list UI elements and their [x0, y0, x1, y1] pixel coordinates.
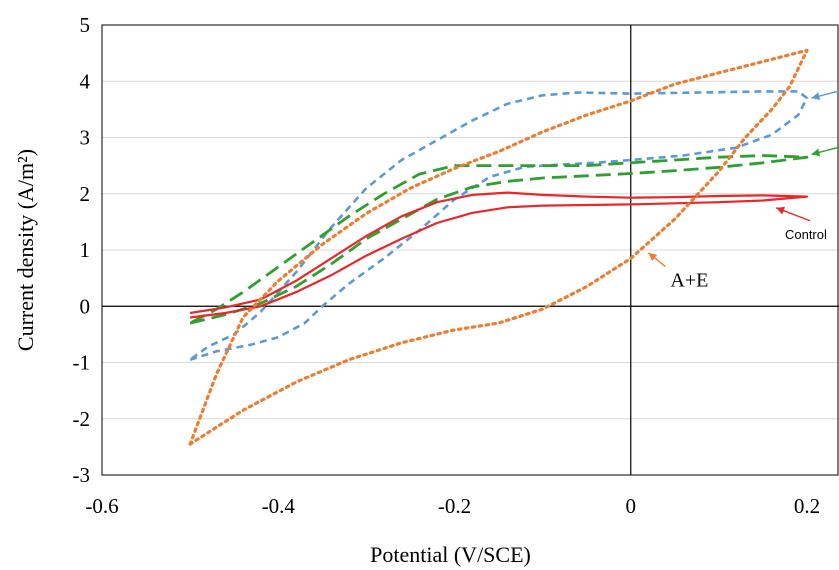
x-axis-title: Potential (V/SCE)	[370, 542, 531, 567]
y-tick-label: 0	[80, 294, 91, 318]
y-tick-label: -1	[73, 351, 91, 375]
x-tick-label: -0.6	[85, 494, 118, 518]
series-line-control	[190, 193, 807, 318]
y-tick-label: 3	[80, 126, 91, 150]
y-tick-label: 1	[80, 238, 91, 262]
annotation-layer: EAControlA+E	[648, 80, 839, 292]
x-tick-label: 0	[626, 494, 637, 518]
annotation-arrowhead	[811, 92, 820, 100]
y-tick-label: 2	[80, 182, 91, 206]
series-layer	[190, 50, 807, 444]
y-tick-label: 4	[80, 69, 91, 93]
tick-layer: 5 4 3 2 1 0 -1 -2 -3 -0.6 -0.4 -0.2 0 0.2	[73, 13, 821, 518]
x-tick-label: -0.2	[438, 494, 471, 518]
annotation-label: Control	[785, 227, 827, 242]
y-tick-label: -2	[73, 407, 91, 431]
y-tick-label: 5	[80, 13, 91, 37]
x-tick-label: -0.4	[262, 494, 296, 518]
y-axis-title: Current density (A/m²)	[13, 149, 38, 351]
annotation-label: A+E	[670, 270, 708, 292]
annotation-arrowhead	[648, 253, 657, 261]
x-tick-label: 0.2	[794, 494, 820, 518]
series-line-e	[190, 91, 807, 359]
y-tick-label: -3	[73, 463, 91, 487]
grid	[102, 81, 839, 419]
annotation-arrowhead	[811, 148, 820, 156]
